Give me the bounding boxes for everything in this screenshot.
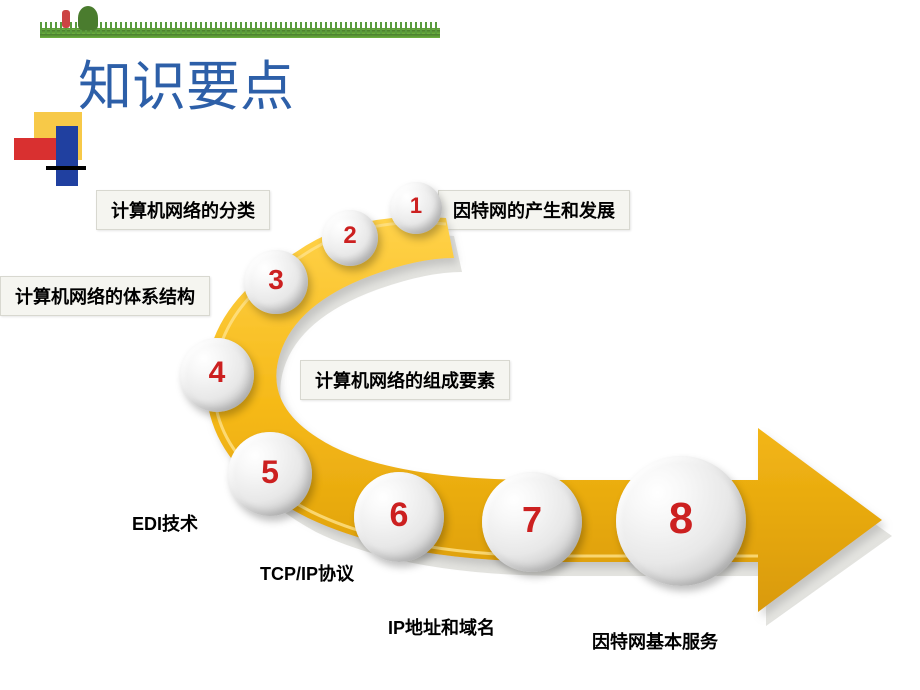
curved-arrow <box>0 0 920 690</box>
step-number: 4 <box>209 356 226 390</box>
step-sphere-4: 4 <box>180 338 254 412</box>
step-sphere-5: 5 <box>228 432 312 516</box>
step-sphere-6: 6 <box>354 472 444 562</box>
step-number: 1 <box>410 193 422 219</box>
step-number: 7 <box>522 499 542 541</box>
step-sphere-1: 1 <box>390 182 442 234</box>
step-sphere-2: 2 <box>322 210 378 266</box>
step-sphere-3: 3 <box>244 250 308 314</box>
step-sphere-7: 7 <box>482 472 582 572</box>
step-number: 5 <box>261 454 279 491</box>
step-number: 8 <box>669 494 693 544</box>
step-number: 3 <box>268 264 284 296</box>
step-sphere-8: 8 <box>616 456 746 586</box>
step-number: 6 <box>390 496 409 535</box>
step-number: 2 <box>343 222 356 250</box>
